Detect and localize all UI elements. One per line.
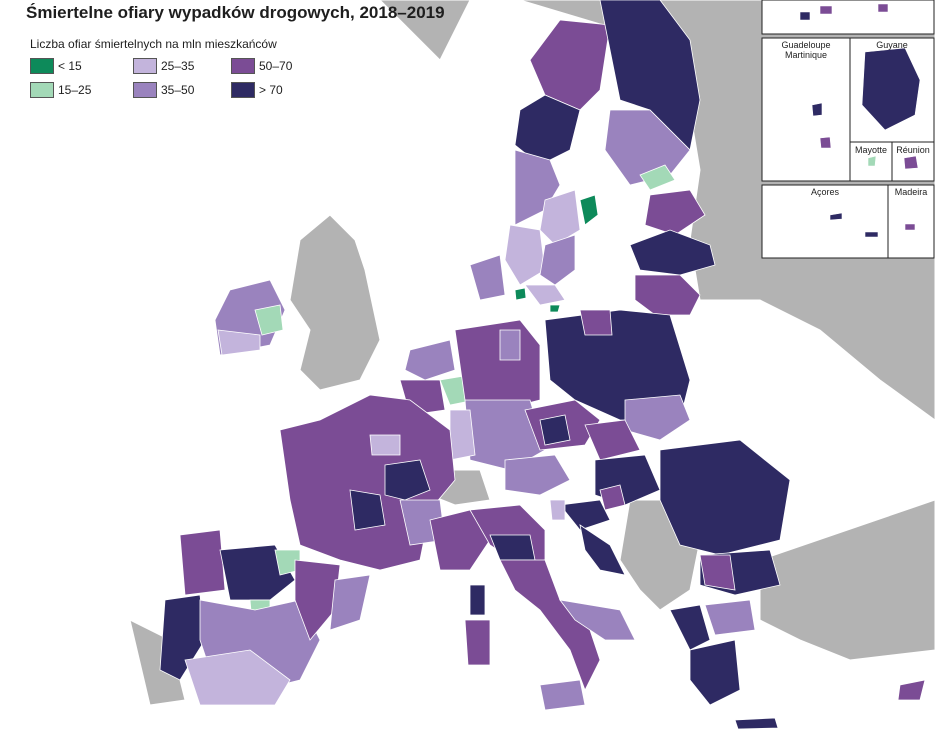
- legend-swatch-lt15: [30, 58, 54, 74]
- inset-label-guadeloupe-martinique: Guadeloupe Martinique: [781, 40, 831, 60]
- legend-label-lt15: < 15: [58, 59, 82, 73]
- legend-swatch-50-70: [231, 58, 255, 74]
- legend-label-35-50: 35–50: [161, 83, 195, 97]
- inset-label-acores: Açores: [810, 187, 839, 197]
- legend-label-25-35: 25–35: [161, 59, 195, 73]
- inset-label-guyane: Guyane: [876, 40, 908, 50]
- legend-swatch-35-50: [133, 82, 157, 98]
- inset-label-reunion: Réunion: [896, 145, 930, 155]
- legend-label-50-70: 50–70: [259, 59, 293, 73]
- legend-swatch-gt70: [231, 82, 255, 98]
- legend-label-gt70: > 70: [259, 83, 283, 97]
- legend-title: Liczba ofiar śmiertelnych na mln mieszka…: [30, 37, 277, 51]
- inset-frames: [761, 0, 935, 259]
- inset-shapes: [799, 3, 921, 238]
- legend-label-15-25: 15–25: [58, 83, 92, 97]
- legend: Liczba ofiar śmiertelnych na mln mieszka…: [26, 35, 326, 105]
- eu-regions: [159, 0, 926, 729]
- inset-label-mayotte: Mayotte: [854, 145, 887, 155]
- legend-swatch-15-25: [30, 82, 54, 98]
- inset-label-madeira: Madeira: [894, 187, 928, 197]
- legend-swatch-25-35: [133, 58, 157, 74]
- map-title: Śmiertelne ofiary wypadków drogowych, 20…: [26, 3, 445, 22]
